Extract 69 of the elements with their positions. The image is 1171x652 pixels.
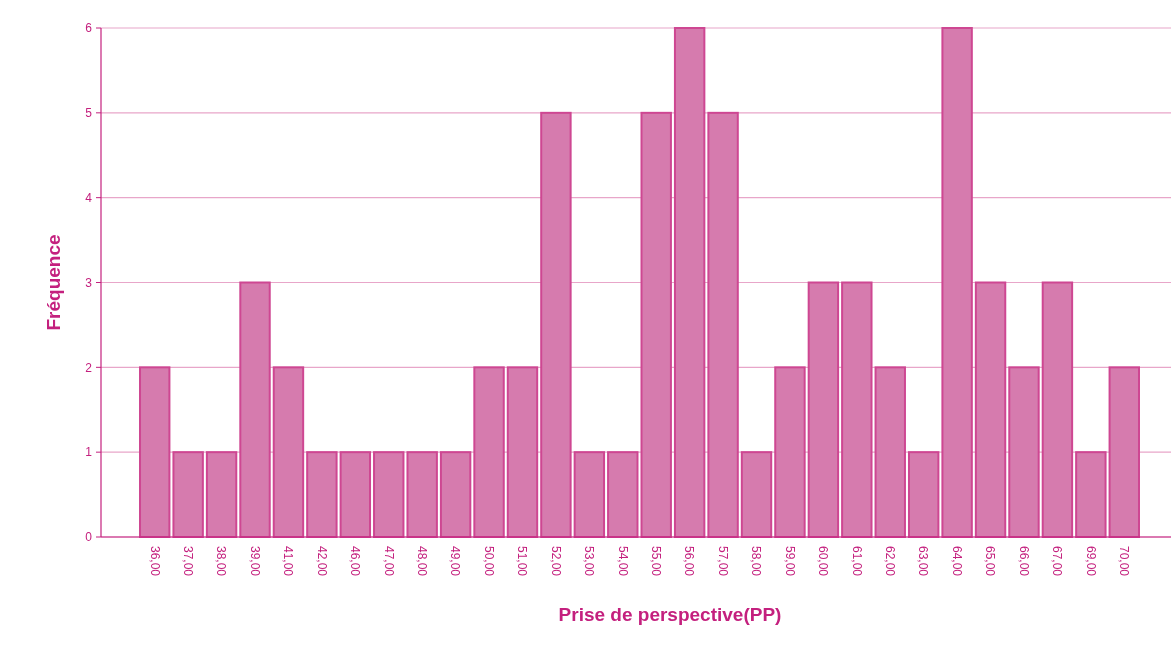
bar <box>540 111 572 538</box>
y-tick-label: 5 <box>85 106 93 121</box>
bar <box>239 281 271 538</box>
x-axis-title: Prise de perspective(PP) <box>558 604 782 625</box>
bar <box>573 451 606 538</box>
bar <box>439 451 472 538</box>
x-tick-label: 54,00 <box>615 546 630 577</box>
x-tick-label: 61,00 <box>849 546 864 577</box>
x-tick-label: 42,00 <box>314 546 329 577</box>
bar <box>1008 366 1040 538</box>
bar <box>139 366 171 538</box>
bar <box>673 27 706 538</box>
bar <box>172 451 204 538</box>
x-tick-label: 38,00 <box>214 546 229 577</box>
y-tick-label: 3 <box>85 275 93 290</box>
x-tick-label: 41,00 <box>281 546 296 577</box>
bar <box>1041 281 1074 538</box>
x-tick-label: 52,00 <box>548 546 563 577</box>
y-tick-label: 6 <box>85 21 93 36</box>
y-tick-label: 2 <box>85 360 93 375</box>
x-tick-label: 39,00 <box>247 546 262 577</box>
x-tick-label: 67,00 <box>1050 546 1065 577</box>
x-tick-label: 37,00 <box>180 546 195 577</box>
x-tick-label: 64,00 <box>949 546 964 577</box>
x-tick-label: 50,00 <box>481 546 496 577</box>
bar <box>941 27 973 538</box>
bar <box>841 281 873 538</box>
bar <box>740 451 773 538</box>
x-tick-label: 66,00 <box>1016 546 1031 577</box>
y-tick-label: 1 <box>85 445 93 460</box>
bar <box>373 451 405 538</box>
y-axis-title: Fréquence <box>43 234 64 331</box>
bar <box>874 366 906 538</box>
y-tick-label: 4 <box>85 190 93 205</box>
x-tick-label: 65,00 <box>983 546 998 577</box>
x-tick-label: 63,00 <box>916 546 931 577</box>
bar <box>205 451 238 538</box>
x-tick-label: 53,00 <box>582 546 597 577</box>
bar <box>272 366 305 538</box>
x-tick-label: 55,00 <box>649 546 664 577</box>
x-tick-label: 47,00 <box>381 546 396 577</box>
x-tick-label: 70,00 <box>1117 546 1132 577</box>
bar <box>774 366 806 538</box>
bar <box>707 111 739 538</box>
x-tick-label: 59,00 <box>782 546 797 577</box>
x-tick-label: 57,00 <box>715 546 730 577</box>
bar <box>406 451 438 538</box>
bar <box>640 111 672 538</box>
x-tick-label: 60,00 <box>816 546 831 577</box>
bar <box>506 366 539 538</box>
y-tick-label: 0 <box>85 530 93 545</box>
x-tick-label: 51,00 <box>515 546 530 577</box>
bar <box>607 451 639 538</box>
bar <box>1108 366 1140 538</box>
x-tick-label: 56,00 <box>682 546 697 577</box>
bar <box>473 366 505 538</box>
x-tick-label: 46,00 <box>348 546 363 577</box>
x-tick-label: 58,00 <box>749 546 764 577</box>
bar <box>907 451 940 538</box>
x-tick-label: 62,00 <box>883 546 898 577</box>
bar <box>339 451 372 538</box>
bar <box>1075 451 1107 538</box>
bar <box>306 451 338 538</box>
x-tick-label: 36,00 <box>147 546 162 577</box>
x-tick-label: 48,00 <box>414 546 429 577</box>
bar <box>807 281 840 538</box>
x-tick-label: 69,00 <box>1083 546 1098 577</box>
bar <box>974 281 1007 538</box>
x-tick-label: 49,00 <box>448 546 463 577</box>
